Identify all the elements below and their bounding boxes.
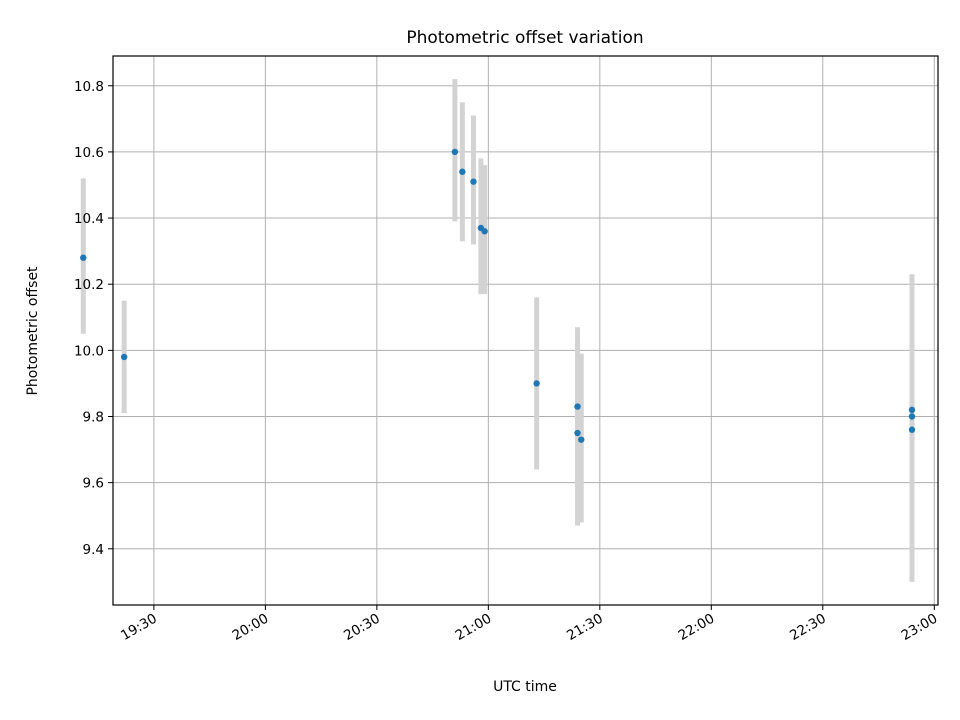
y-tick-label: 10.8: [74, 79, 104, 95]
y-tick-label: 10.6: [74, 145, 104, 161]
grid-layer: [113, 56, 938, 605]
x-tick-label: 20:30: [341, 611, 383, 644]
y-tick-label: 9.6: [83, 476, 104, 492]
data-point: [459, 168, 466, 175]
x-axis-label: UTC time: [493, 679, 557, 695]
y-tick-label: 9.8: [83, 409, 104, 425]
data-point: [451, 148, 459, 156]
y-tick-label: 10.4: [74, 211, 104, 227]
y-tick-label: 10.2: [74, 277, 104, 293]
data-point: [908, 406, 916, 414]
x-tick-label: 21:30: [564, 611, 606, 644]
y-axis-label: Photometric offset: [25, 266, 41, 396]
x-tick-label: 19:30: [118, 611, 160, 644]
x-tick-label: 23:00: [899, 611, 941, 644]
x-tick-label: 22:00: [676, 611, 718, 644]
errorbar-layer: [80, 79, 915, 582]
data-point: [481, 228, 488, 235]
point-layer: [80, 148, 916, 443]
data-point: [470, 178, 477, 185]
tick-layer: 19:30 20:00 20:30 21:00 21:30 22:00 22:30 23:00…: [74, 79, 940, 644]
x-tick-label: 21:00: [453, 611, 495, 644]
plot-frame: [112, 55, 939, 606]
data-point: [80, 254, 87, 261]
data-point: [908, 426, 916, 433]
data-point: [578, 436, 585, 443]
data-point: [533, 380, 540, 387]
data-point: [120, 353, 128, 361]
y-tick-label: 10.0: [74, 343, 104, 359]
chart-title: Photometric offset variation: [406, 28, 643, 48]
x-tick-label: 22:30: [787, 611, 829, 644]
x-tick-label: 20:00: [230, 611, 272, 644]
data-point: [908, 413, 916, 420]
data-point: [574, 429, 581, 437]
data-point: [574, 403, 581, 410]
y-tick-label: 9.4: [83, 542, 104, 558]
